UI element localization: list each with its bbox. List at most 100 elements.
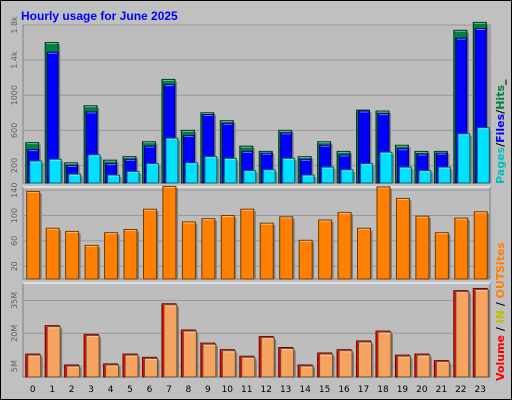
plot-area-sites [22, 186, 491, 280]
bar-in-12-fill [260, 337, 275, 378]
bar-pages-5 [126, 171, 142, 184]
bar-sites-6-fill [142, 208, 157, 280]
bar-sites-20-fill [415, 215, 430, 280]
bar-sites-12-fill [259, 222, 274, 280]
bar-sites-15 [318, 219, 334, 280]
bar-in-2-fill [66, 365, 81, 378]
x-tick-label: 7 [166, 385, 172, 395]
bar-pages-18 [379, 151, 394, 184]
bar-sites-7-fill [162, 185, 177, 280]
bar-in-18-fill [377, 331, 392, 378]
bar-in-4-fill [105, 364, 120, 378]
bar-pages-23 [476, 127, 492, 184]
bar-pages-17-fill [360, 163, 374, 184]
y-tick-label: 20 [10, 261, 19, 271]
y-tick-label: 100 [10, 208, 19, 223]
y-tick-label: 1.4k [10, 51, 19, 69]
bar-in-5-fill [124, 354, 139, 378]
bar-in-6 [143, 357, 160, 378]
bar-pages-18-fill [379, 151, 393, 184]
bar-pages-12-fill [262, 169, 276, 184]
x-tick-label: 16 [338, 385, 350, 395]
bar-pages-11-fill [243, 170, 257, 184]
bar-sites-19 [395, 197, 412, 280]
bar-pages-1-fill [48, 158, 62, 184]
bar-pages-10 [223, 157, 239, 184]
x-tick-label: 20 [416, 385, 428, 395]
bar-sites-22-fill [454, 217, 469, 280]
side-label-part: _ [494, 79, 507, 85]
bar-in-11-fill [241, 356, 256, 378]
side-label-part: Hits [494, 85, 507, 110]
side-label-pages-files-hits: Pages/Files/Hits_ [494, 79, 507, 184]
bar-sites-18-fill [376, 186, 391, 280]
bar-pages-13-fill [282, 157, 296, 184]
bar-in-11 [241, 356, 257, 378]
x-tick-label: 15 [319, 385, 330, 395]
bar-sites-9-fill [201, 218, 216, 280]
x-tick-label: 18 [377, 385, 389, 395]
bar-sites-13 [279, 216, 295, 280]
bar-pages-16-fill [340, 169, 354, 184]
bar-pages-5-fill [126, 171, 140, 184]
bar-pages-2-fill [68, 173, 82, 184]
y-tick-label: 1000 [10, 85, 19, 105]
bar-in-13 [280, 348, 296, 378]
bar-pages-15 [321, 166, 336, 184]
x-tick-label: 6 [147, 385, 153, 395]
bar-in-22-fill [455, 291, 470, 378]
x-tick-label: 10 [222, 385, 234, 395]
bar-sites-2-fill [65, 230, 80, 280]
panel-hits-files-pages: 200 600 1000 1.4k 1.8k [10, 16, 492, 184]
bar-pages-6-fill [145, 163, 159, 184]
bar-pages-21-fill [437, 166, 451, 184]
bar-in-10-fill [221, 350, 236, 378]
bar-pages-22 [457, 133, 472, 184]
side-label-part: Pages [494, 146, 507, 184]
x-tick-label: 21 [436, 385, 447, 395]
bar-sites-10 [220, 215, 237, 280]
x-tick-label: 9 [205, 385, 211, 395]
bar-pages-20-fill [418, 170, 432, 184]
bar-in-3 [85, 334, 102, 378]
bar-pages-19-fill [398, 166, 412, 184]
bar-sites-8-fill [181, 221, 196, 280]
bar-in-20-fill [416, 354, 431, 378]
x-tick-label: 0 [30, 385, 36, 395]
bar-sites-13-fill [279, 216, 294, 280]
bar-in-14-fill [299, 365, 314, 378]
x-tick-label: 13 [280, 385, 291, 395]
bar-pages-8 [184, 162, 200, 184]
bar-pages-9 [204, 156, 219, 184]
x-tick-label: 1 [49, 385, 55, 395]
bar-sites-7 [162, 185, 178, 280]
bar-pages-0 [29, 160, 44, 184]
bar-sites-3 [84, 244, 101, 280]
bar-sites-14-fill [298, 239, 313, 280]
bar-in-17 [358, 341, 374, 378]
bar-sites-2 [65, 230, 81, 280]
bar-sites-5-fill [123, 229, 138, 280]
bar-pages-3-fill [87, 154, 101, 184]
y-tick-label: 5M [10, 360, 19, 372]
bar-in-6-fill [143, 357, 158, 378]
bar-sites-17-fill [357, 227, 372, 280]
bar-in-21 [435, 361, 452, 378]
bar-pages-3 [87, 154, 103, 184]
side-label-part: / [494, 298, 507, 310]
bar-sites-1-fill [45, 227, 60, 280]
bar-pages-4-fill [107, 174, 121, 184]
bar-pages-20 [418, 170, 433, 184]
bar-sites-1 [45, 227, 62, 280]
bar-in-2 [66, 365, 82, 378]
bar-in-10 [221, 350, 238, 378]
bar-sites-5 [123, 229, 140, 280]
bar-sites-19-fill [395, 197, 410, 280]
bar-in-13-fill [280, 348, 295, 378]
bar-in-0-fill [27, 354, 42, 378]
bar-pages-7 [165, 137, 180, 184]
bar-in-23 [474, 289, 491, 378]
bar-pages-23-fill [476, 127, 490, 184]
side-label-part: IN [494, 310, 507, 323]
